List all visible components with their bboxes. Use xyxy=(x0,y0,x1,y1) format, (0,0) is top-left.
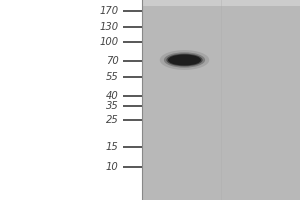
Text: 130: 130 xyxy=(99,22,119,32)
Ellipse shape xyxy=(168,54,201,66)
Ellipse shape xyxy=(160,50,209,70)
Text: 55: 55 xyxy=(106,72,118,82)
Text: 70: 70 xyxy=(106,56,118,66)
Text: 10: 10 xyxy=(106,162,118,172)
Text: 15: 15 xyxy=(106,142,118,152)
Text: 25: 25 xyxy=(106,115,118,125)
Bar xyxy=(142,0,300,200)
Text: 40: 40 xyxy=(106,91,118,101)
Ellipse shape xyxy=(164,52,205,68)
Ellipse shape xyxy=(166,54,203,66)
Bar xyxy=(142,0,300,6)
Text: 100: 100 xyxy=(99,37,119,47)
Text: 35: 35 xyxy=(106,101,118,111)
Text: 170: 170 xyxy=(99,6,119,16)
